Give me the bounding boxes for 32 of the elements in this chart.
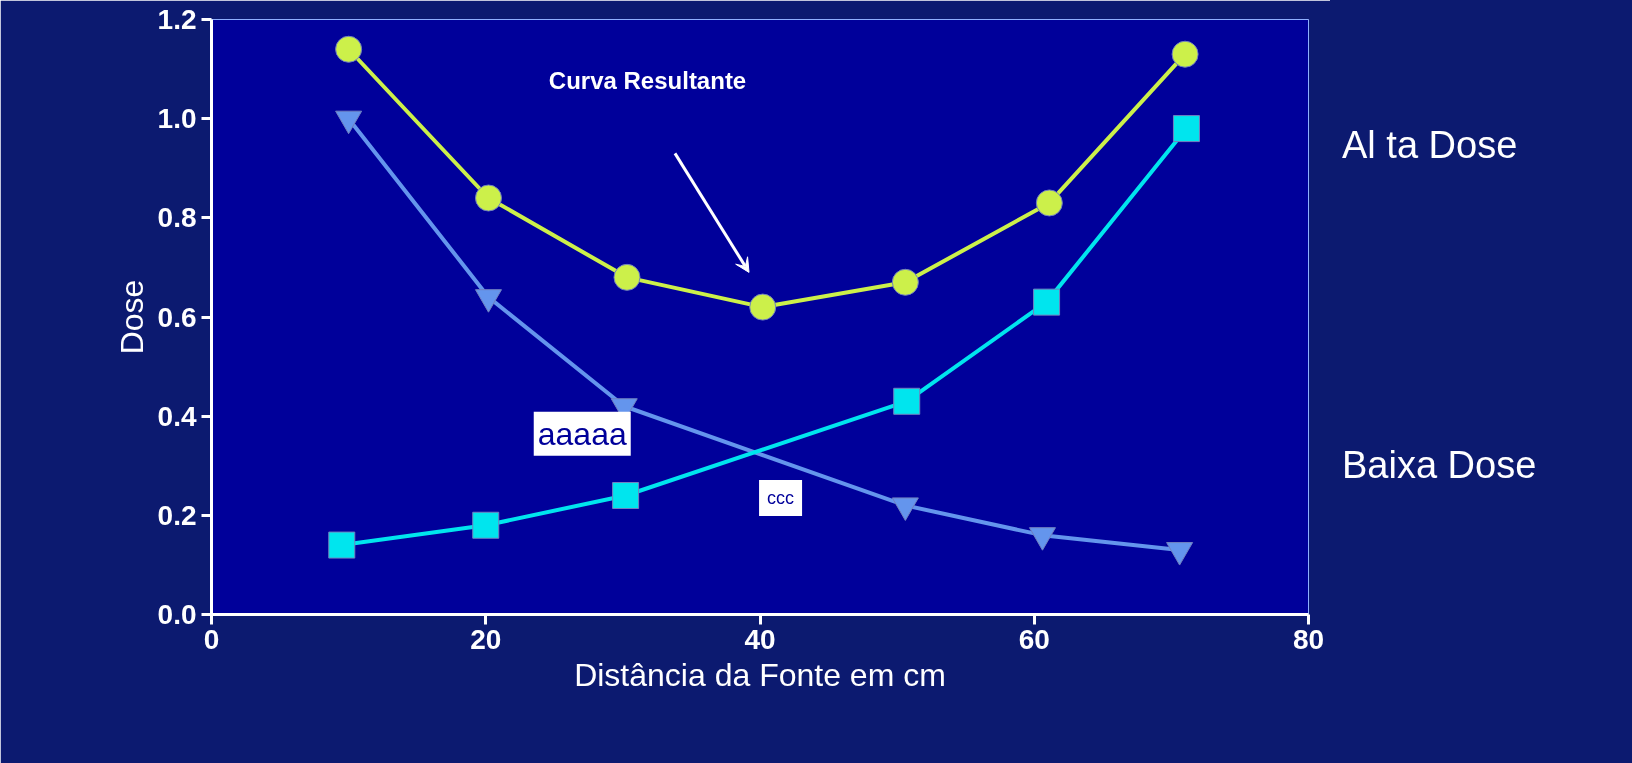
point <box>335 35 363 63</box>
point <box>749 293 777 321</box>
point <box>612 482 640 509</box>
point <box>472 511 500 539</box>
y-axis-title: Dose <box>113 279 150 355</box>
y-tick-label: 0.4 <box>157 400 197 432</box>
y-tick-label: 1.2 <box>157 4 197 35</box>
x-tick-label: 40 <box>744 623 776 655</box>
x-tick-label: 0 <box>203 623 220 655</box>
x-tick-label: 80 <box>1292 623 1325 655</box>
y-tick-label: 1.0 <box>157 103 197 135</box>
point <box>474 184 502 212</box>
y-tick-label: 0.8 <box>157 202 197 234</box>
point <box>1033 288 1061 316</box>
point <box>893 387 921 415</box>
y-tick-label: 0.2 <box>157 499 197 531</box>
point <box>613 263 641 291</box>
y-tick-label: 0.6 <box>157 301 197 333</box>
text: Baixa Dose <box>1342 443 1537 488</box>
point <box>328 531 356 559</box>
point <box>1035 189 1063 217</box>
x-tick-label: 60 <box>1018 623 1050 655</box>
x-tick-label: 20 <box>470 623 502 655</box>
annotation: ccc <box>767 487 795 508</box>
text: Al ta Dose <box>1342 123 1518 168</box>
y-tick-label: 0.0 <box>157 599 197 630</box>
x-axis-title: Distância da Fonte em cm <box>574 656 946 693</box>
point <box>1172 115 1200 143</box>
annotation: aaaaa <box>537 415 627 452</box>
point <box>891 268 919 296</box>
point <box>1171 40 1199 68</box>
annotation: Curva Resultante <box>548 66 747 94</box>
